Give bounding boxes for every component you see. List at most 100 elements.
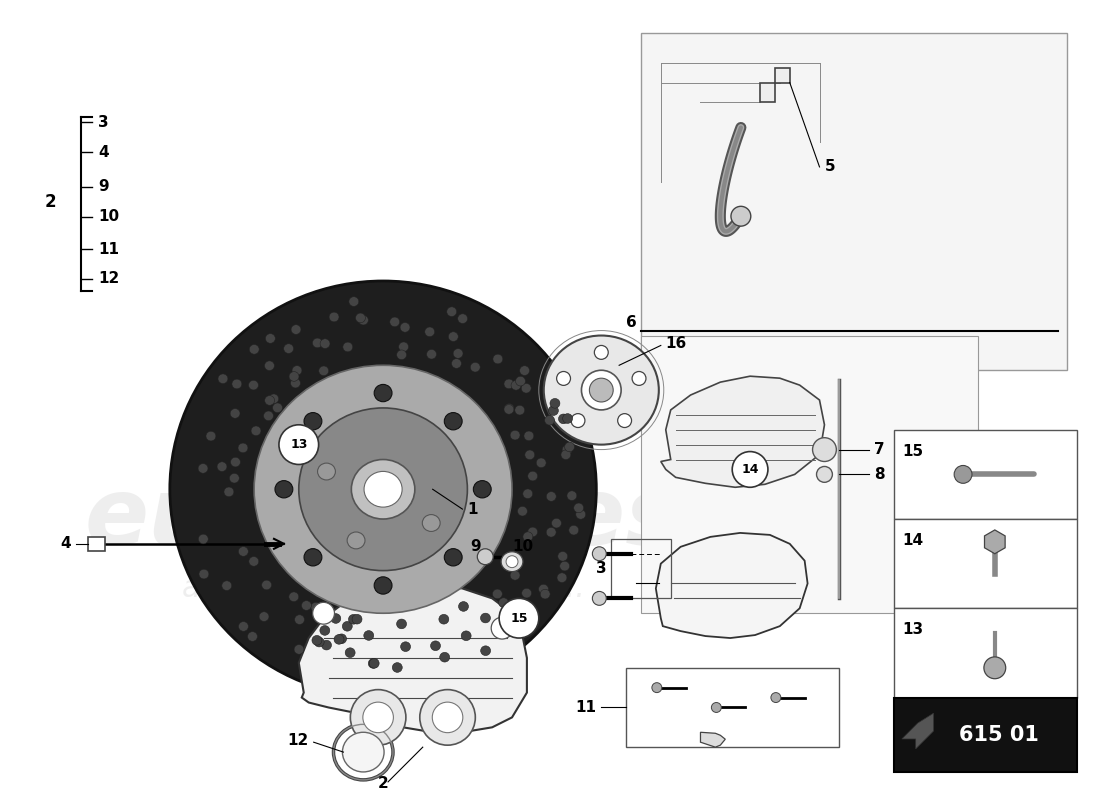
- Bar: [641, 335, 978, 614]
- Ellipse shape: [543, 335, 659, 445]
- Text: 7: 7: [874, 442, 884, 457]
- Ellipse shape: [352, 614, 362, 624]
- Ellipse shape: [315, 638, 324, 647]
- Ellipse shape: [422, 514, 440, 531]
- Ellipse shape: [503, 560, 513, 570]
- Ellipse shape: [206, 431, 216, 441]
- Ellipse shape: [349, 297, 359, 306]
- Ellipse shape: [275, 481, 293, 498]
- Ellipse shape: [504, 379, 514, 389]
- Ellipse shape: [562, 445, 572, 454]
- Ellipse shape: [459, 602, 469, 611]
- Ellipse shape: [292, 325, 301, 334]
- Ellipse shape: [564, 442, 574, 452]
- Ellipse shape: [575, 510, 585, 519]
- Ellipse shape: [481, 646, 491, 655]
- Ellipse shape: [461, 631, 471, 641]
- Ellipse shape: [239, 622, 249, 631]
- Ellipse shape: [374, 577, 392, 594]
- Ellipse shape: [265, 395, 275, 406]
- Text: eurospares: eurospares: [85, 473, 682, 565]
- Circle shape: [363, 702, 394, 733]
- Text: 2: 2: [377, 776, 388, 791]
- Ellipse shape: [481, 613, 491, 623]
- Ellipse shape: [315, 614, 324, 623]
- Ellipse shape: [536, 458, 547, 468]
- Ellipse shape: [319, 366, 329, 376]
- Ellipse shape: [218, 374, 228, 383]
- Ellipse shape: [427, 350, 437, 359]
- Ellipse shape: [539, 584, 549, 594]
- Ellipse shape: [232, 379, 242, 389]
- Ellipse shape: [337, 634, 346, 644]
- Ellipse shape: [199, 570, 209, 579]
- Text: 5: 5: [825, 159, 835, 174]
- Ellipse shape: [239, 546, 249, 556]
- Ellipse shape: [355, 313, 365, 322]
- Ellipse shape: [397, 619, 407, 629]
- Text: 6: 6: [626, 315, 637, 330]
- Ellipse shape: [400, 322, 410, 332]
- Ellipse shape: [374, 384, 392, 402]
- Ellipse shape: [320, 338, 330, 349]
- Ellipse shape: [557, 573, 566, 582]
- Ellipse shape: [290, 378, 300, 388]
- Circle shape: [733, 451, 768, 487]
- Polygon shape: [661, 376, 825, 487]
- Ellipse shape: [222, 581, 232, 590]
- Ellipse shape: [447, 307, 456, 317]
- Text: 9: 9: [98, 179, 109, 194]
- Ellipse shape: [544, 415, 554, 425]
- Polygon shape: [760, 68, 790, 102]
- Ellipse shape: [304, 549, 322, 566]
- Ellipse shape: [561, 450, 571, 459]
- Ellipse shape: [512, 381, 521, 390]
- Bar: [894, 519, 1077, 608]
- Circle shape: [632, 371, 646, 386]
- Ellipse shape: [359, 315, 369, 325]
- Polygon shape: [656, 533, 807, 638]
- Ellipse shape: [493, 589, 503, 598]
- Circle shape: [590, 378, 613, 402]
- Ellipse shape: [224, 487, 234, 497]
- Ellipse shape: [342, 622, 352, 631]
- Ellipse shape: [444, 549, 462, 566]
- Bar: [641, 33, 1067, 370]
- Ellipse shape: [249, 557, 258, 566]
- Ellipse shape: [329, 312, 339, 322]
- Ellipse shape: [430, 641, 440, 650]
- Ellipse shape: [217, 462, 227, 471]
- Ellipse shape: [289, 372, 299, 382]
- Text: 2: 2: [45, 193, 56, 210]
- Ellipse shape: [289, 592, 299, 602]
- Ellipse shape: [521, 588, 531, 598]
- Ellipse shape: [566, 491, 576, 501]
- Ellipse shape: [551, 518, 561, 528]
- Circle shape: [593, 591, 606, 606]
- Ellipse shape: [265, 334, 275, 343]
- Ellipse shape: [440, 652, 450, 662]
- Ellipse shape: [284, 344, 294, 354]
- Ellipse shape: [320, 626, 330, 635]
- Text: 3: 3: [98, 114, 109, 130]
- Ellipse shape: [574, 503, 584, 513]
- Bar: [894, 608, 1077, 698]
- Text: 10: 10: [512, 539, 534, 554]
- Ellipse shape: [251, 426, 261, 436]
- Ellipse shape: [393, 662, 403, 672]
- Text: 9: 9: [471, 539, 481, 554]
- Text: 11: 11: [98, 242, 120, 257]
- Ellipse shape: [547, 492, 557, 502]
- Ellipse shape: [349, 614, 359, 624]
- Circle shape: [593, 546, 606, 561]
- Ellipse shape: [502, 552, 522, 571]
- Circle shape: [618, 414, 631, 427]
- Circle shape: [477, 549, 493, 565]
- Ellipse shape: [343, 342, 353, 352]
- Ellipse shape: [563, 414, 573, 423]
- Polygon shape: [299, 583, 527, 732]
- Ellipse shape: [262, 580, 272, 590]
- Bar: [626, 668, 839, 747]
- Ellipse shape: [294, 645, 304, 654]
- Circle shape: [557, 371, 571, 386]
